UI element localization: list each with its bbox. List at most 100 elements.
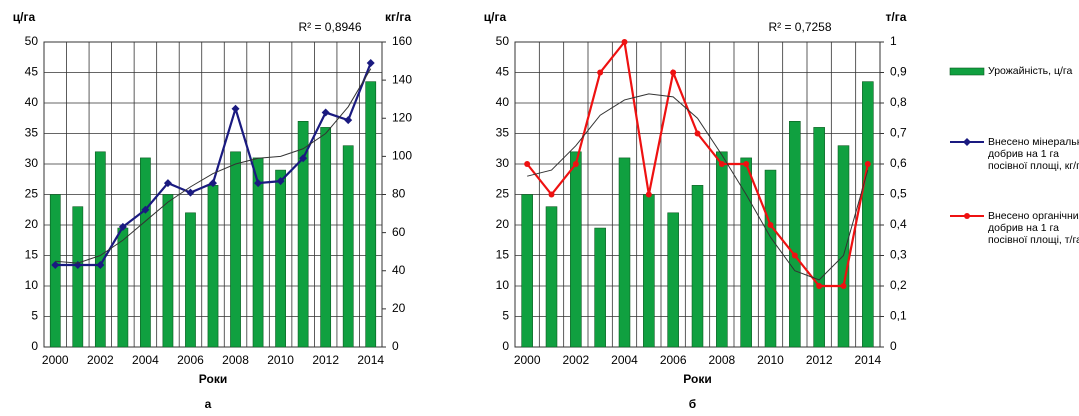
bar — [140, 157, 151, 348]
x-tick-label: 2006 — [177, 353, 204, 367]
bar — [162, 194, 174, 348]
bar — [813, 127, 825, 348]
y-tick-label: 0 — [31, 339, 38, 353]
y2-tick-label: 60 — [392, 225, 406, 239]
y-tick-label: 5 — [502, 309, 509, 323]
x-axis-label: Роки — [199, 372, 227, 386]
bar — [230, 151, 241, 348]
y-tick-label: 20 — [25, 217, 39, 231]
caption: а — [205, 397, 212, 411]
y-tick-label: 10 — [25, 278, 39, 292]
bar — [667, 212, 679, 348]
y-tick-label: 40 — [25, 95, 39, 109]
y-tick-label: 30 — [496, 156, 510, 170]
bar — [789, 121, 801, 348]
bar — [521, 194, 533, 348]
bar — [72, 206, 84, 348]
marker — [840, 283, 847, 289]
marker — [621, 39, 628, 45]
legend-swatch — [964, 213, 970, 219]
annotation: R² = 0,7258 — [768, 20, 831, 34]
y2-tick-label: 80 — [392, 187, 406, 201]
y-tick-label: 30 — [25, 156, 39, 170]
bar — [342, 145, 354, 348]
bar — [297, 121, 309, 348]
x-tick-label: 2012 — [806, 353, 833, 367]
trend-line — [55, 68, 372, 264]
marker — [718, 161, 725, 167]
bar — [185, 212, 196, 348]
marker — [743, 161, 750, 167]
bar — [117, 227, 129, 348]
marker — [524, 161, 531, 167]
bar — [275, 169, 286, 348]
y-tick-label: 50 — [496, 34, 510, 48]
y-axis-label: ц/га — [13, 10, 36, 24]
y2-tick-label: 100 — [392, 149, 412, 163]
legend-label: Урожайність, ц/га — [988, 65, 1073, 77]
marker — [791, 252, 798, 259]
y2-tick-label: 0,7 — [890, 126, 907, 140]
y2-tick-label: 0,4 — [890, 217, 907, 231]
y2-tick-label: 0,6 — [890, 156, 907, 170]
x-tick-label: 2014 — [357, 353, 384, 367]
trend-line — [527, 93, 869, 281]
y-tick-label: 45 — [496, 65, 510, 79]
marker — [118, 222, 127, 231]
y-tick-label: 25 — [25, 187, 39, 201]
marker — [186, 188, 195, 197]
y2-tick-label: 0,2 — [890, 278, 907, 292]
marker — [254, 179, 263, 188]
x-tick-label: 2004 — [611, 353, 638, 367]
x-tick-label: 2008 — [708, 353, 735, 367]
x-tick-label: 2000 — [42, 353, 69, 367]
x-tick-label: 2004 — [132, 353, 159, 367]
x-tick-label: 2012 — [312, 353, 339, 367]
y2-tick-label: 0 — [890, 339, 897, 353]
y-tick-label: 35 — [25, 126, 39, 140]
marker — [864, 161, 871, 167]
y2-tick-label: 20 — [392, 301, 406, 315]
marker — [276, 177, 285, 186]
bar — [691, 185, 704, 348]
y2-tick-label: 120 — [392, 110, 412, 124]
bar — [207, 185, 219, 348]
marker — [767, 222, 774, 228]
bar — [594, 227, 606, 348]
marker — [344, 116, 353, 125]
y-tick-label: 15 — [25, 248, 39, 262]
x-tick-label: 2014 — [854, 353, 881, 367]
bar — [740, 157, 752, 348]
marker — [548, 191, 555, 198]
x-axis-label: Роки — [683, 372, 711, 386]
y2-axis-label: кг/га — [385, 10, 411, 24]
bar — [837, 145, 850, 348]
marker — [96, 261, 105, 270]
legend-swatch — [949, 67, 985, 76]
annotation: R² = 0,8946 — [298, 20, 361, 34]
y-axis-label: ц/га — [484, 10, 507, 24]
y2-tick-label: 0,8 — [890, 95, 907, 109]
y2-tick-label: 160 — [392, 34, 412, 48]
marker — [231, 104, 240, 113]
y-tick-label: 10 — [496, 278, 510, 292]
bar — [320, 127, 332, 348]
bar — [862, 81, 874, 348]
x-tick-label: 2010 — [267, 353, 294, 367]
bar — [716, 151, 728, 348]
y2-tick-label: 0,1 — [890, 309, 907, 323]
y2-tick-label: 0,9 — [890, 65, 907, 79]
y2-tick-label: 40 — [392, 263, 406, 277]
y2-tick-label: 140 — [392, 72, 412, 86]
y2-tick-label: 0 — [392, 339, 399, 353]
bar — [618, 157, 631, 348]
x-tick-label: 2000 — [514, 353, 541, 367]
x-tick-label: 2006 — [660, 353, 687, 367]
bar — [570, 151, 582, 348]
x-tick-label: 2010 — [757, 353, 784, 367]
y2-tick-label: 0,5 — [890, 187, 907, 201]
y-tick-label: 25 — [496, 187, 510, 201]
marker — [645, 191, 652, 198]
